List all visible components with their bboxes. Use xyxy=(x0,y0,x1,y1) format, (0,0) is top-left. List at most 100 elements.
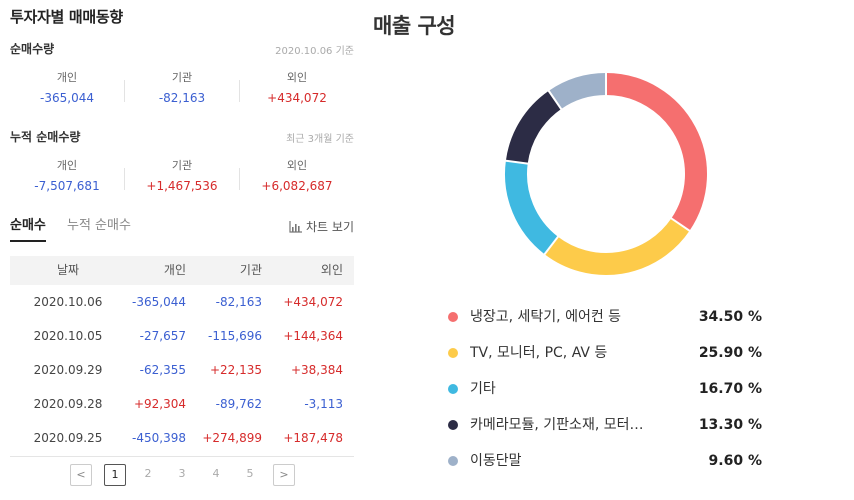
stat-value: +1,467,536 xyxy=(146,179,218,193)
row-foreign: +144,364 xyxy=(283,329,343,343)
legend-value: 9.60 % xyxy=(708,453,762,469)
donut-slice-4 xyxy=(505,90,562,164)
page-1[interactable]: 1 xyxy=(104,464,126,486)
legend-value: 16.70 % xyxy=(698,381,762,397)
stat-name: 기관 xyxy=(171,159,193,172)
legend-label: 카메라모듈, 기판소재, 모터… xyxy=(470,417,644,433)
row-date: 2020.09.25 xyxy=(33,431,103,445)
tab-net-buy[interactable]: 순매수 xyxy=(10,216,46,242)
stat-name: 외인 xyxy=(286,71,308,84)
legend-value: 25.90 % xyxy=(698,345,762,361)
table-bottom-divider xyxy=(10,456,354,457)
net-buy-date: 2020.10.06 기준 xyxy=(275,46,354,57)
page-4[interactable]: 4 xyxy=(212,467,220,480)
stat-value: -82,163 xyxy=(158,91,206,105)
legend-label: 기타 xyxy=(470,381,496,397)
legend-label: 냉장고, 세탁기, 에어컨 등 xyxy=(470,309,622,325)
prev-page-button[interactable]: < xyxy=(70,464,92,486)
row-foreign: +434,072 xyxy=(283,295,343,309)
cum-stat-institution: 기관 +1,467,536 xyxy=(125,158,239,195)
table-row: 2020.09.28 +92,304 -89,762 -3,113 xyxy=(10,387,354,421)
cumulative-date: 최근 3개월 기준 xyxy=(286,134,354,145)
header-personal: 개인 xyxy=(163,263,186,277)
row-foreign: +187,478 xyxy=(283,431,343,445)
stat-name: 기관 xyxy=(171,71,193,84)
stat-divider xyxy=(124,80,125,102)
row-institution: +22,135 xyxy=(209,363,262,377)
revenue-donut-chart xyxy=(504,72,707,275)
donut-slice-1 xyxy=(605,73,707,231)
trading-table: 날짜 개인 기관 외인 2020.10.06 -365,044 -82,163 … xyxy=(10,256,354,455)
row-date: 2020.10.06 xyxy=(33,295,103,309)
page-5[interactable]: 5 xyxy=(246,467,254,480)
donut-separator xyxy=(504,159,529,165)
page-2[interactable]: 2 xyxy=(144,467,152,480)
donut-separator xyxy=(669,217,691,233)
cum-stat-foreign: 외인 +6,082,687 xyxy=(240,158,354,195)
stat-name: 개인 xyxy=(56,71,78,84)
net-buy-label: 순매수량 xyxy=(10,42,55,56)
row-institution: -89,762 xyxy=(215,397,262,411)
stat-divider xyxy=(239,168,240,190)
donut-slice-2 xyxy=(544,218,690,275)
stat-value: +434,072 xyxy=(267,91,327,105)
net-stat-institution: 기관 -82,163 xyxy=(125,70,239,107)
stat-value: +6,082,687 xyxy=(261,179,333,193)
pagination: < 1 2 3 4 5 > xyxy=(70,464,310,486)
header-institution: 기관 xyxy=(239,263,262,277)
chart-view-label: 차트 보기 xyxy=(306,220,354,234)
legend-dot xyxy=(448,312,458,322)
table-row: 2020.09.29 -62,355 +22,135 +38,384 xyxy=(10,353,354,387)
net-stat-personal: 개인 -365,044 xyxy=(10,70,124,107)
legend-item: TV, 모니터, PC, AV 등 25.90 % xyxy=(448,336,768,372)
donut-separator xyxy=(543,235,560,256)
net-stat-foreign: 외인 +434,072 xyxy=(240,70,354,107)
legend-dot xyxy=(448,420,458,430)
donut-slice-3 xyxy=(505,160,559,255)
row-institution: -82,163 xyxy=(215,295,262,309)
table-row: 2020.09.25 -450,398 +274,899 +187,478 xyxy=(10,421,354,455)
revenue-legend: 냉장고, 세탁기, 에어컨 등 34.50 % TV, 모니터, PC, AV … xyxy=(448,300,768,480)
revenue-panel: 매출 구성 냉장고, 세탁기, 에어컨 등 34.50 % TV, 모니터, P… xyxy=(360,0,854,500)
cumulative-label: 누적 순매수량 xyxy=(10,130,81,144)
stat-value: -7,507,681 xyxy=(34,179,100,193)
row-foreign: -3,113 xyxy=(304,397,343,411)
row-personal: -62,355 xyxy=(139,363,186,377)
row-personal: +92,304 xyxy=(133,397,186,411)
net-buy-header: 순매수량 2020.10.06 기준 xyxy=(10,40,354,58)
next-page-button[interactable]: > xyxy=(273,464,295,486)
legend-item: 이동단말 9.60 % xyxy=(448,444,768,480)
page-3[interactable]: 3 xyxy=(178,467,186,480)
row-institution: -115,696 xyxy=(208,329,262,343)
legend-dot xyxy=(448,456,458,466)
cum-stat-personal: 개인 -7,507,681 xyxy=(10,158,124,195)
legend-item: 카메라모듈, 기판소재, 모터… 13.30 % xyxy=(448,408,768,444)
tab-cumulative-net-buy[interactable]: 누적 순매수 xyxy=(67,218,131,233)
net-buy-stats: 개인 -365,044 기관 -82,163 외인 +434,072 xyxy=(10,70,354,110)
row-personal: -450,398 xyxy=(132,431,186,445)
investor-trading-title: 투자자별 매매동향 xyxy=(10,8,123,26)
legend-item: 냉장고, 세탁기, 에어컨 등 34.50 % xyxy=(448,300,768,336)
stat-divider xyxy=(239,80,240,102)
row-institution: +274,899 xyxy=(202,431,262,445)
legend-dot xyxy=(448,384,458,394)
legend-label: TV, 모니터, PC, AV 등 xyxy=(470,345,608,361)
chart-view-button[interactable]: 차트 보기 xyxy=(289,218,354,235)
row-date: 2020.10.05 xyxy=(33,329,103,343)
cumulative-header: 누적 순매수량 최근 3개월 기준 xyxy=(10,128,354,146)
cumulative-stats: 개인 -7,507,681 기관 +1,467,536 외인 +6,082,68… xyxy=(10,158,354,198)
donut-slice-5 xyxy=(548,73,607,110)
investor-trading-panel: 투자자별 매매동향 순매수량 2020.10.06 기준 개인 -365,044… xyxy=(10,0,354,500)
stat-divider xyxy=(124,168,125,190)
legend-dot xyxy=(448,348,458,358)
stat-name: 외인 xyxy=(286,159,308,172)
header-date: 날짜 xyxy=(56,263,80,277)
row-foreign: +38,384 xyxy=(290,363,343,377)
trading-tabs: 순매수 누적 순매수 차트 보기 xyxy=(10,216,354,244)
row-date: 2020.09.29 xyxy=(33,363,103,377)
legend-item: 기타 16.70 % xyxy=(448,372,768,408)
legend-value: 13.30 % xyxy=(698,417,762,433)
header-foreign: 외인 xyxy=(320,263,343,277)
stat-name: 개인 xyxy=(56,159,78,172)
stat-value: -365,044 xyxy=(40,91,94,105)
